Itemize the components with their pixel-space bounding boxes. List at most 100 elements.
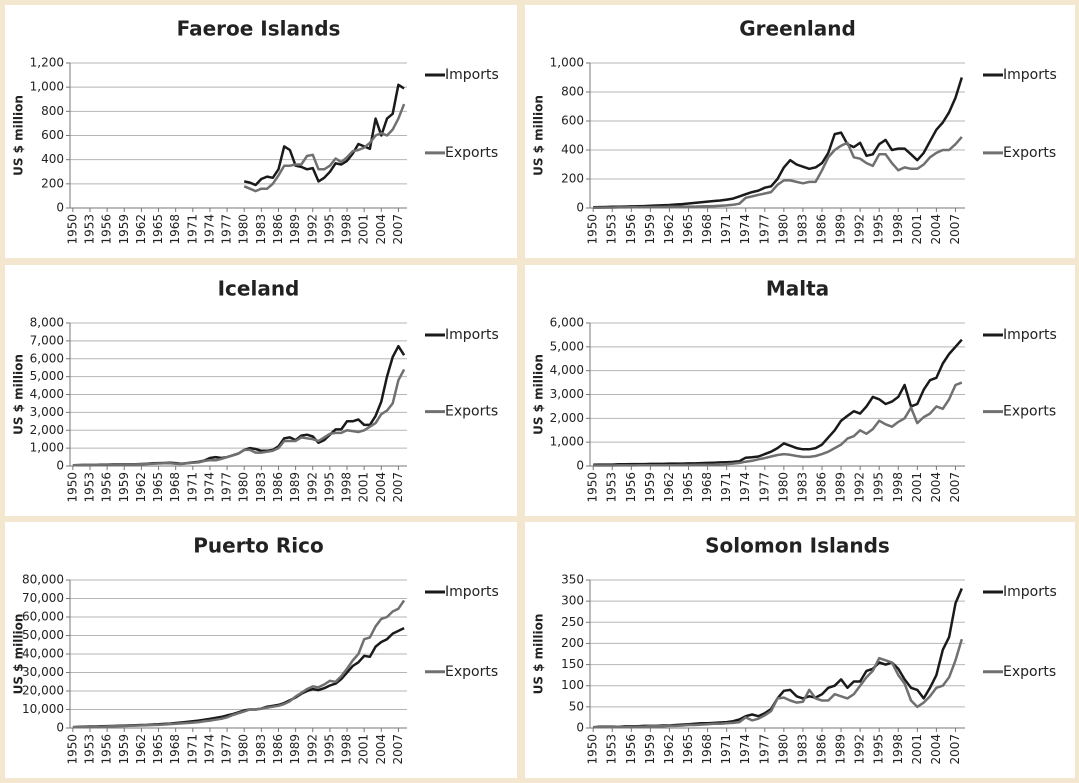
x-tick-label: 1950 [586,734,600,765]
x-tick-label: 2004 [929,472,943,503]
x-tick-label: 1980 [237,472,251,503]
chart-title: Greenland [739,17,856,41]
legend-label: Exports [1003,145,1056,161]
legend-label: Exports [445,664,498,680]
y-tick-label: 1,200 [30,56,64,70]
y-tick-label: 100 [561,678,584,692]
y-tick-label: 350 [561,573,584,587]
x-tick-label: 1962 [134,214,148,245]
x-tick-label: 1959 [643,734,657,765]
legend-label: Exports [445,145,498,161]
y-axis-label: US $ million [12,614,26,695]
y-tick-label: 0 [576,721,584,735]
x-tick-label: 1953 [605,214,619,245]
x-tick-label: 1989 [834,214,848,245]
x-tick-label: 1962 [134,734,148,765]
y-axis-label: US $ million [12,95,26,176]
x-tick-label: 1953 [82,214,96,245]
x-tick-label: 1980 [776,472,790,503]
x-tick-label: 1950 [586,472,600,503]
x-tick-label: 1992 [305,472,319,503]
x-tick-label: 1965 [681,472,695,503]
y-tick-label: 3,000 [550,387,584,401]
x-tick-label: 2001 [910,734,924,765]
y-tick-label: 1,000 [30,80,64,94]
x-tick-label: 1956 [100,734,114,765]
x-tick-label: 2007 [391,214,405,245]
y-axis-label: US $ million [12,354,26,435]
x-tick-label: 2007 [948,734,962,765]
panel [5,5,517,258]
y-axis-label: US $ million [532,614,546,695]
x-tick-label: 2001 [910,214,924,245]
x-tick-label: 1974 [738,472,752,503]
y-tick-label: 4,000 [30,387,64,401]
x-tick-label: 1968 [700,472,714,503]
x-tick-label: 1980 [237,734,251,765]
x-tick-label: 2007 [948,214,962,245]
legend-label: Exports [1003,404,1056,420]
x-tick-label: 1989 [288,734,302,765]
y-tick-label: 30,000 [22,665,64,679]
panel [5,265,517,516]
x-tick-label: 1998 [891,472,905,503]
x-tick-label: 2001 [910,472,924,503]
x-tick-label: 1995 [872,734,886,765]
y-axis-label: US $ million [532,354,546,435]
x-tick-label: 1992 [853,472,867,503]
y-tick-label: 60,000 [22,610,64,624]
x-tick-label: 2004 [374,472,388,503]
x-tick-label: 1965 [151,472,165,503]
x-tick-label: 1995 [872,214,886,245]
y-tick-label: 80,000 [22,573,64,587]
y-tick-label: 400 [41,152,64,166]
x-tick-label: 1971 [185,214,199,245]
y-tick-label: 0 [56,201,64,215]
y-tick-label: 200 [561,636,584,650]
x-tick-label: 1956 [624,472,638,503]
x-tick-label: 1974 [202,214,216,245]
x-tick-label: 1986 [271,214,285,245]
y-tick-label: 800 [561,85,584,99]
x-tick-label: 1980 [776,734,790,765]
y-tick-label: 1,000 [550,435,584,449]
x-tick-label: 1965 [681,214,695,245]
x-tick-label: 1971 [719,734,733,765]
x-tick-label: 1977 [220,734,234,765]
series-line [72,599,406,729]
y-tick-label: 200 [561,172,584,186]
x-tick-label: 2001 [357,214,371,245]
chart-title: Iceland [218,277,300,301]
x-tick-label: 1956 [100,214,114,245]
series-line [243,83,405,187]
y-tick-label: 4,000 [550,363,584,377]
y-tick-label: 7,000 [30,333,64,347]
x-tick-label: 1953 [82,472,96,503]
x-tick-label: 2004 [929,734,943,765]
panel [525,522,1075,778]
y-tick-label: 600 [561,114,584,128]
series-line [243,103,406,193]
x-tick-label: 1977 [757,472,771,503]
x-tick-label: 1959 [117,472,131,503]
y-tick-label: 5,000 [30,369,64,383]
x-tick-label: 1974 [738,734,752,765]
series-line [72,368,406,467]
x-tick-label: 1974 [202,472,216,503]
y-tick-label: 5,000 [550,339,584,353]
chart-title: Malta [766,277,829,301]
x-tick-label: 2004 [929,214,943,245]
x-tick-label: 2007 [391,734,405,765]
panel [5,522,517,778]
series-line [593,638,963,729]
x-tick-label: 1956 [624,734,638,765]
x-tick-label: 1992 [853,734,867,765]
x-tick-label: 1971 [719,472,733,503]
series-line [593,381,963,467]
y-tick-label: 800 [41,104,64,118]
panel [525,265,1075,516]
x-tick-label: 1998 [340,734,354,765]
y-tick-label: 3,000 [30,405,64,419]
y-tick-label: 8,000 [30,316,64,330]
